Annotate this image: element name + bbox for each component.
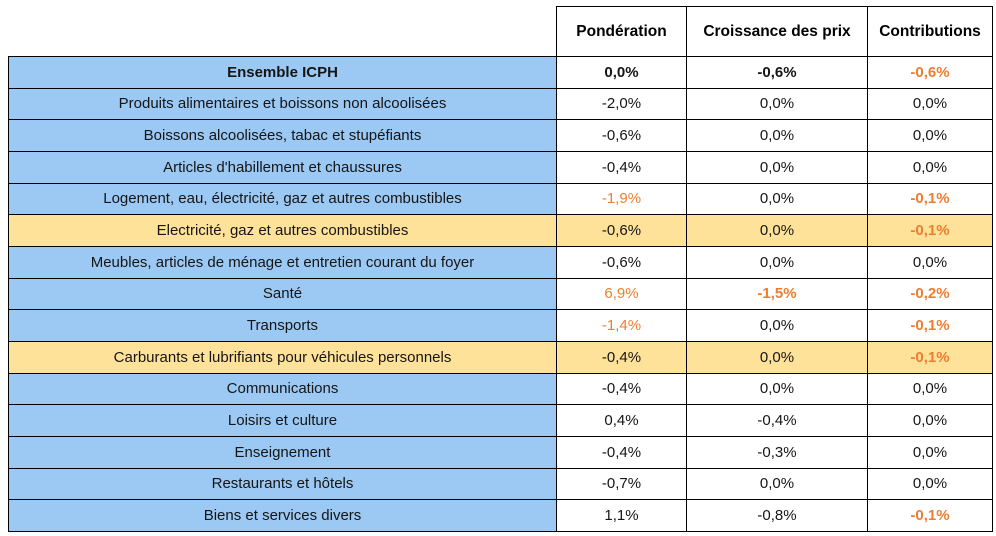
croissance-cell: 0,0%: [686, 182, 868, 216]
croissance-cell: 0,0%: [686, 372, 868, 406]
ponderation-cell: -1,4%: [556, 309, 687, 342]
category-cell: Electricité, gaz et autres combustibles: [8, 214, 557, 247]
croissance-cell: 0,0%: [686, 87, 868, 121]
ponderation-cell: -0,4%: [556, 435, 687, 469]
category-cell: Loisirs et culture: [8, 404, 557, 437]
col-header-croissance-des-prix: Croissance des prix: [686, 6, 868, 57]
ponderation-cell: -0,6%: [556, 245, 687, 279]
col-header-contributions: Contributions: [867, 6, 993, 57]
ponderation-cell: -0,6%: [556, 119, 687, 152]
ponderation-cell: 0,0%: [556, 56, 687, 89]
category-cell: Boissons alcoolisées, tabac et stupéfian…: [8, 119, 557, 152]
ponderation-cell: -0,4%: [556, 150, 687, 184]
contributions-cell: -0,2%: [867, 277, 993, 311]
contributions-cell: 0,0%: [867, 150, 993, 184]
category-cell: Meubles, articles de ménage et entretien…: [8, 245, 557, 279]
croissance-cell: 0,0%: [686, 214, 868, 247]
croissance-cell: -0,3%: [686, 435, 868, 469]
category-cell: Biens et services divers: [8, 499, 557, 532]
croissance-cell: 0,0%: [686, 150, 868, 184]
contributions-cell: 0,0%: [867, 435, 993, 469]
category-cell: Restaurants et hôtels: [8, 467, 557, 501]
contributions-cell: -0,1%: [867, 214, 993, 247]
ponderation-cell: -0,4%: [556, 372, 687, 406]
table-row: Articles d'habillement et chaussures -0,4…: [8, 150, 993, 184]
table-row: Boissons alcoolisées, tabac et stupéfian…: [8, 119, 993, 152]
contributions-cell: 0,0%: [867, 404, 993, 437]
contributions-cell: -0,1%: [867, 182, 993, 216]
croissance-cell: 0,0%: [686, 119, 868, 152]
croissance-cell: 0,0%: [686, 467, 868, 501]
croissance-cell: -1,5%: [686, 277, 868, 311]
category-cell: Enseignement: [8, 435, 557, 469]
category-cell: Articles d'habillement et chaussures: [8, 150, 557, 184]
croissance-cell: -0,6%: [686, 56, 868, 89]
ponderation-cell: -0,4%: [556, 340, 687, 374]
category-cell: Santé: [8, 277, 557, 311]
ponderation-cell: 0,4%: [556, 404, 687, 437]
croissance-cell: -0,8%: [686, 499, 868, 532]
croissance-cell: -0,4%: [686, 404, 868, 437]
croissance-cell: 0,0%: [686, 340, 868, 374]
contributions-cell: -0,1%: [867, 340, 993, 374]
contributions-cell: 0,0%: [867, 372, 993, 406]
table-row: Transports -1,4% 0,0% -0,1%: [8, 309, 993, 342]
table-row: Logement, eau, électricité, gaz et autre…: [8, 182, 993, 216]
icph-contributions-table: Pondération Croissance des prix Contribu…: [8, 6, 993, 532]
table-header: Pondération Croissance des prix Contribu…: [8, 6, 993, 57]
contributions-cell: 0,0%: [867, 87, 993, 121]
croissance-cell: 0,0%: [686, 309, 868, 342]
contributions-cell: -0,1%: [867, 499, 993, 532]
category-cell: Logement, eau, électricité, gaz et autre…: [8, 182, 557, 216]
ponderation-cell: -2,0%: [556, 87, 687, 121]
table-row: Biens et services divers 1,1% -0,8% -0,1%: [8, 499, 993, 532]
table-row: Enseignement -0,4% -0,3% 0,0%: [8, 435, 993, 469]
ponderation-cell: -1,9%: [556, 182, 687, 216]
ponderation-cell: 1,1%: [556, 499, 687, 532]
table-row: Restaurants et hôtels -0,7% 0,0% 0,0%: [8, 467, 993, 501]
contributions-cell: -0,1%: [867, 309, 993, 342]
header-row: Pondération Croissance des prix Contribu…: [8, 6, 993, 57]
contributions-cell: -0,6%: [867, 56, 993, 89]
ponderation-cell: 6,9%: [556, 277, 687, 311]
contributions-cell: 0,0%: [867, 467, 993, 501]
col-header-ponderation: Pondération: [556, 6, 687, 57]
contributions-cell: 0,0%: [867, 119, 993, 152]
croissance-cell: 0,0%: [686, 245, 868, 279]
corner-empty-cell: [8, 6, 557, 57]
category-cell: Produits alimentaires et boissons non al…: [8, 87, 557, 121]
table-row: Loisirs et culture 0,4% -0,4% 0,0%: [8, 404, 993, 437]
table-row: Communications -0,4% 0,0% 0,0%: [8, 372, 993, 406]
table-row: Electricité, gaz et autres combustibles -…: [8, 214, 993, 247]
contributions-cell: 0,0%: [867, 245, 993, 279]
table-row: Ensemble ICPH 0,0% -0,6% -0,6%: [8, 56, 993, 89]
table-row: Meubles, articles de ménage et entretien…: [8, 245, 993, 279]
table-row: Produits alimentaires et boissons non al…: [8, 87, 993, 121]
category-cell: Transports: [8, 309, 557, 342]
table-row: Carburants et lubrifiants pour véhicules…: [8, 340, 993, 374]
category-cell: Communications: [8, 372, 557, 406]
table-row: Santé 6,9% -1,5% -0,2%: [8, 277, 993, 311]
ponderation-cell: -0,7%: [556, 467, 687, 501]
category-cell: Ensemble ICPH: [8, 56, 557, 89]
ponderation-cell: -0,6%: [556, 214, 687, 247]
table-body: Ensemble ICPH 0,0% -0,6% -0,6% Produits alim…: [8, 56, 993, 532]
category-cell: Carburants et lubrifiants pour véhicules…: [8, 340, 557, 374]
